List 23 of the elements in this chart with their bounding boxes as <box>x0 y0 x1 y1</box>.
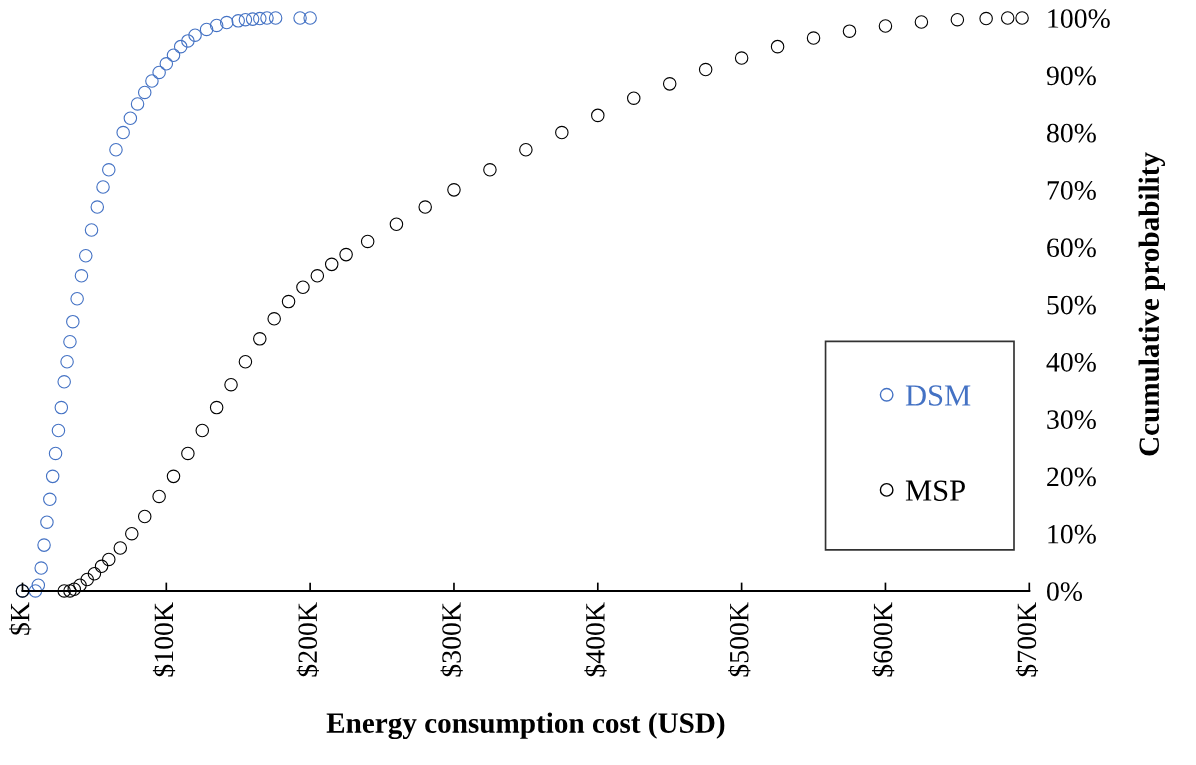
y-tick-label: 100% <box>1048 9 1110 28</box>
x-tick-label: $400K <box>584 602 607 677</box>
x-axis-title: Energy consumption cost (USD) <box>326 712 725 740</box>
y-tick-label: 60% <box>1047 238 1096 258</box>
y-tick-label: 80% <box>1047 123 1096 143</box>
y-tick-label: 0% <box>1047 582 1083 601</box>
x-tick-label: $100K <box>152 602 176 677</box>
x-tick-label: $700K <box>1015 602 1039 677</box>
x-tick-label: $600K <box>872 602 895 677</box>
y-axis-title: Ccumulative probability <box>1138 152 1166 456</box>
legend-label: MSP <box>905 480 965 501</box>
y-tick-label: 90% <box>1046 66 1096 86</box>
x-tick-label: $200K <box>296 602 319 677</box>
legend-label: DSM <box>905 385 971 406</box>
y-tick-label: 50% <box>1047 295 1096 315</box>
x-tick-label: $300K <box>440 602 463 677</box>
y-tick-label: 70% <box>1047 181 1096 200</box>
y-tick-label: 40% <box>1046 352 1096 372</box>
x-tick-label: $K <box>9 602 32 635</box>
y-tick-label: 10% <box>1048 524 1096 544</box>
x-tick-label: $500K <box>728 602 751 677</box>
y-tick-label: 20% <box>1047 467 1096 487</box>
y-tick-label: 30% <box>1047 410 1096 430</box>
